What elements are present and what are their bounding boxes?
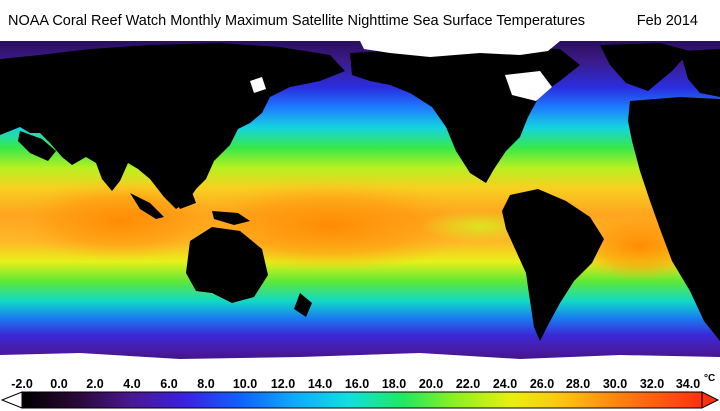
colorbar-high-arrow (701, 391, 720, 409)
landmass-arabia (18, 131, 56, 161)
map-date: Feb 2014 (636, 13, 698, 29)
colorbar-tick-label: 30.0 (602, 377, 628, 391)
colorbar-tick-label: 12.0 (270, 377, 296, 391)
colorbar-tick-label: 10.0 (232, 377, 258, 391)
colorbar-tick-label: 6.0 (160, 377, 178, 391)
landmass-japan (222, 103, 240, 131)
map-title: NOAA Coral Reef Watch Monthly Maximum Sa… (8, 13, 586, 29)
title-bar: NOAA Coral Reef Watch Monthly Maximum Sa… (0, 0, 720, 40)
colorbar-tick-label: 0.0 (50, 377, 68, 391)
colorbar-gradient (21, 391, 703, 409)
colorbar-tick-label: 34.0 (675, 377, 701, 391)
colorbar-tick-label: 8.0 (197, 377, 215, 391)
arctic-ice (360, 41, 560, 57)
sea-ice (0, 41, 720, 375)
temperature-colorbar (0, 391, 720, 409)
colorbar-tick-label: 16.0 (344, 377, 370, 391)
colorbar-labels: -2.0 0.0 2.0 4.0 6.0 8.0 10.0 12.0 14.0 … (0, 373, 720, 391)
landmass-new-zealand (294, 293, 312, 317)
colorbar-unit: °C (704, 373, 716, 384)
sea-surface-temperature-map (0, 41, 720, 375)
colorbar-tick-label: 32.0 (639, 377, 665, 391)
colorbar-low-arrow (0, 391, 23, 409)
colorbar-tick-label: 2.0 (86, 377, 104, 391)
landmass-new-guinea (212, 211, 250, 225)
colorbar-tick-label: 14.0 (307, 377, 333, 391)
baltic-ice (250, 77, 266, 93)
landmass-africa (628, 97, 720, 341)
colorbar-tick-label: 18.0 (381, 377, 407, 391)
colorbar-tick-label: 26.0 (529, 377, 555, 391)
landmasses (0, 43, 720, 341)
hudson-bay-ice (505, 71, 552, 101)
colorbar-tick-label: -2.0 (11, 377, 33, 391)
colorbar-tick-label: 24.0 (492, 377, 518, 391)
colorbar-tick-label: 4.0 (123, 377, 141, 391)
landmass-australia (186, 227, 268, 303)
antarctic-ice (0, 353, 720, 375)
colorbar-tick-label: 22.0 (455, 377, 481, 391)
colorbar-tick-label: 20.0 (418, 377, 444, 391)
colorbar-tick-label: 28.0 (565, 377, 591, 391)
landmass-greenland (600, 43, 690, 91)
landmass-europe-west (680, 49, 720, 97)
landmass-sumatra-borneo (130, 187, 196, 219)
landmass-south-america (502, 189, 604, 341)
